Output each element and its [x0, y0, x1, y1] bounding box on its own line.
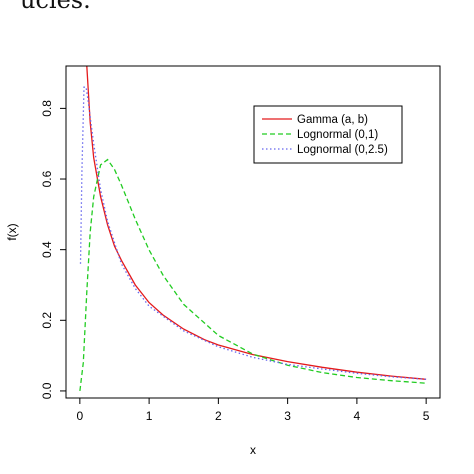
- x-tick-label: 4: [354, 409, 361, 423]
- y-tick-label: 0.8: [40, 100, 54, 117]
- series-line-2: [79, 158, 427, 391]
- x-tick-label: 2: [215, 409, 222, 423]
- x-tick-label: 3: [284, 409, 291, 423]
- legend: Gamma (a, b) Lognormal (0,1) Lognormal (0,…: [253, 105, 403, 164]
- y-tick-label: 0.0: [40, 382, 54, 399]
- series-layer: [79, 66, 427, 391]
- series-line-1: [86, 66, 427, 380]
- x-axis: 0 1 2 3 4 5: [77, 397, 430, 423]
- legend-items: Gamma (a, b) Lognormal (0,1) Lognormal (0,…: [262, 114, 388, 156]
- y-axis-label: f(x): [5, 223, 19, 240]
- x-tick-label: 1: [146, 409, 153, 423]
- legend-label-1: Gamma (a, b): [297, 114, 368, 126]
- y-axis: 0.0 0.2 0.4 0.6 0.8: [40, 100, 67, 399]
- legend-label-3: Lognormal (0,2.5): [297, 144, 388, 156]
- y-tick-label: 0.6: [40, 170, 54, 187]
- legend-label-2: Lognormal (0,1): [297, 129, 378, 141]
- x-tick-label: 0: [77, 409, 84, 423]
- legend-box: [253, 105, 403, 164]
- x-tick-label: 5: [423, 409, 430, 423]
- y-tick-label: 0.4: [40, 241, 54, 258]
- caption-fragment: ucies.: [20, 0, 91, 14]
- y-tick-label: 0.2: [40, 312, 54, 329]
- series-line-3: [79, 86, 427, 380]
- x-axis-label: x: [250, 443, 256, 457]
